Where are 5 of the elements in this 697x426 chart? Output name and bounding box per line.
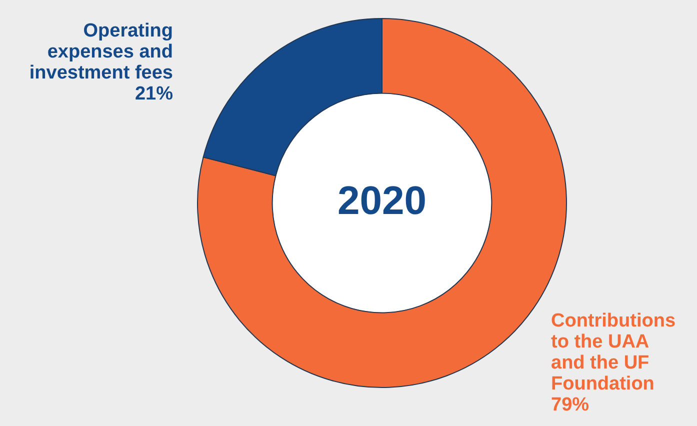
- data-label: 21%: [134, 84, 174, 105]
- slice-label: Operating expenses and investment fees: [29, 20, 173, 84]
- slice-label: Contributions to the UAA and the UF Foundation: [551, 310, 676, 395]
- text: 2020: [338, 179, 426, 224]
- data-label: 79%: [551, 394, 590, 416]
